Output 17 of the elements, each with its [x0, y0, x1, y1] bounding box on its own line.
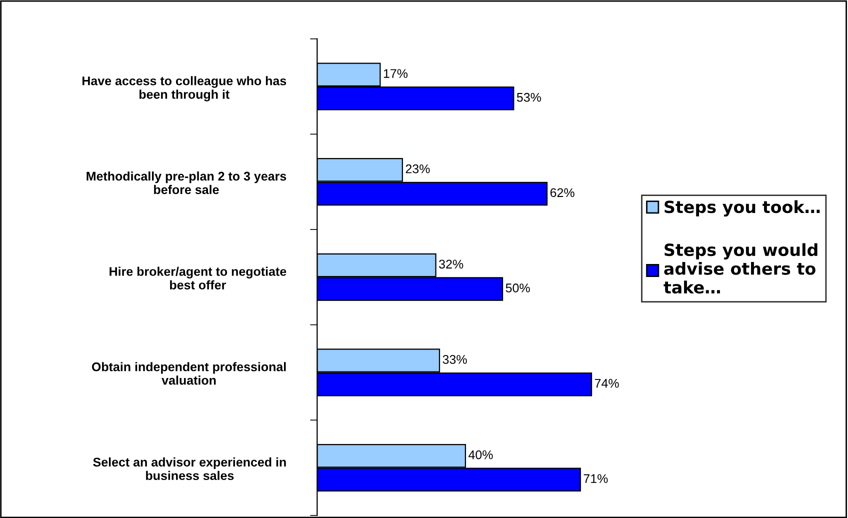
data-label: 62% — [550, 188, 574, 198]
y-tick-label: Obtain independent professional valuation — [92, 362, 286, 385]
data-label: 53% — [516, 92, 541, 102]
data-label: 17% — [384, 69, 408, 78]
legend-label: Steps you took… — [664, 200, 820, 217]
data-label: 74% — [594, 378, 619, 388]
y-tick-label: Select an advisor experienced in business sales — [93, 457, 286, 480]
legend-label: Steps you would advise others to take… — [664, 243, 818, 294]
data-label: 33% — [442, 355, 467, 364]
data-label: 23% — [406, 164, 430, 174]
y-tick-label: Hire broker/agent to negotiate best offer — [110, 266, 286, 290]
y-tick-label: Methodically pre-plan 2 to 3 years before sale — [86, 171, 286, 194]
data-label: 32% — [439, 260, 464, 269]
data-label: 50% — [506, 284, 530, 292]
y-tick-label: Have access to colleague who has been through it — [82, 76, 286, 102]
data-label: 71% — [584, 474, 608, 483]
data-label: 40% — [468, 450, 493, 460]
